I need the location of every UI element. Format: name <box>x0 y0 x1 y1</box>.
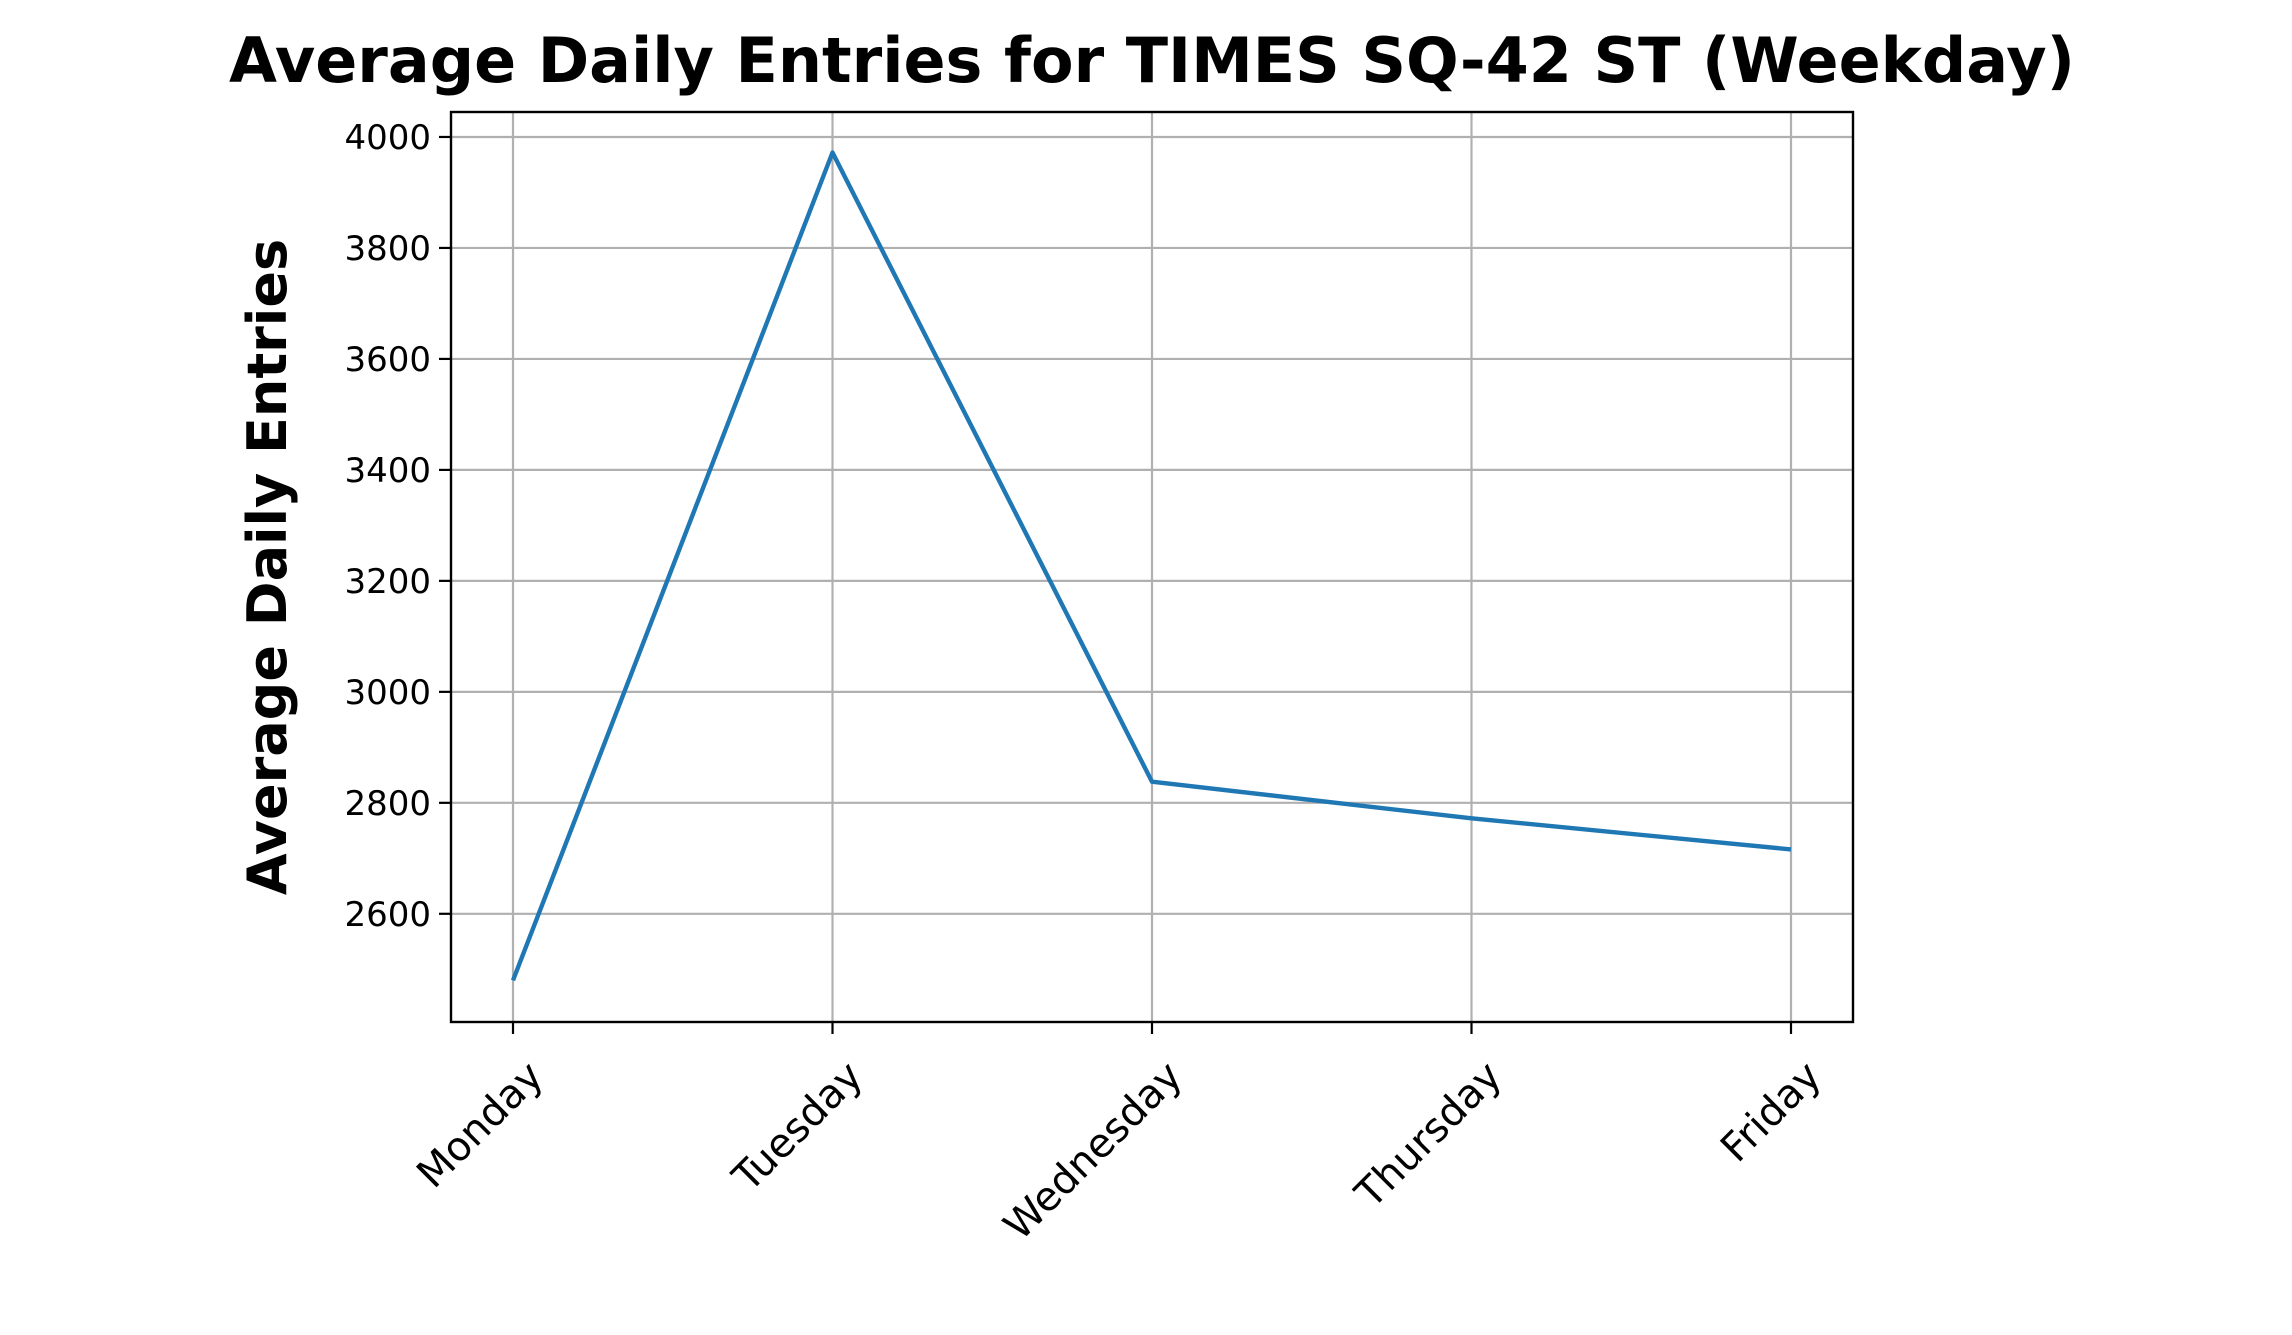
grid-lines <box>451 112 1853 1022</box>
y-tick-label: 3000 <box>344 673 431 713</box>
y-tick-label: 2600 <box>344 895 431 935</box>
x-tick-label: Friday <box>1712 1053 1830 1171</box>
y-tick-label: 3600 <box>344 340 431 380</box>
y-tick-label: 2800 <box>344 784 431 824</box>
x-tick-label: Monday <box>408 1053 552 1197</box>
x-tick-label: Thursday <box>1346 1053 1511 1218</box>
y-tick-label: 3800 <box>344 229 431 269</box>
y-axis-ticks: 2600 2800 3000 3200 3400 3600 3800 4000 <box>344 118 451 935</box>
y-tick-label: 3200 <box>344 562 431 602</box>
y-tick-label: 4000 <box>344 118 431 158</box>
y-axis-label: Average Daily Entries <box>236 239 299 895</box>
series-layer <box>510 150 1792 982</box>
x-axis-ticks: Monday Tuesday Wednesday Thursday Friday <box>408 1022 1830 1249</box>
chart-title: Average Daily Entries for TIMES SQ-42 ST… <box>229 24 2075 97</box>
x-tick-label: Tuesday <box>724 1053 872 1201</box>
y-tick-label: 3400 <box>344 451 431 491</box>
x-tick-label: Wednesday <box>995 1053 1191 1249</box>
